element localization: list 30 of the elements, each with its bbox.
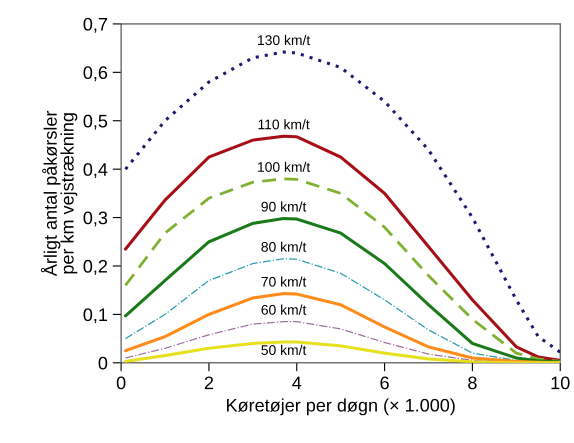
series-label: 50 km/t (261, 344, 306, 355)
y-tick-label: 0,1 (84, 308, 108, 324)
series-label: 80 km/t (261, 242, 306, 252)
y-tick-label: 0,6 (84, 66, 108, 82)
x-tick-label: 8 (468, 376, 477, 390)
y-tick-label: 0 (98, 356, 108, 370)
line-series (124, 292, 560, 363)
y-tick-label: 0,2 (84, 260, 108, 275)
line-series (124, 340, 560, 363)
y-tick-label: 0,5 (84, 114, 108, 130)
x-tick-label: 0 (116, 376, 126, 390)
x-tick-label: 6 (380, 376, 389, 390)
line-series (124, 177, 560, 363)
y-axis-title: Årligt antal påkørsler per km vejstrækning (40, 110, 78, 276)
series-label: 70 km/t (262, 276, 306, 287)
series-label: 100 km/t (258, 162, 310, 172)
x-axis-title: Køretøjer per døgn (× 1.000) (227, 398, 455, 416)
x-tick-label: 4 (292, 376, 302, 390)
series-label: 130 km/t (258, 34, 310, 46)
x-tick-label: 10 (552, 376, 570, 390)
line-series (124, 50, 560, 354)
y-tick-label: 0,4 (84, 163, 108, 178)
series-label: 60 km/t (262, 304, 306, 315)
y-tick-label: 0,3 (84, 212, 108, 226)
y-tick-label: 0,7 (84, 18, 108, 33)
series-label: 90 km/t (261, 201, 306, 212)
line-series (124, 217, 560, 363)
line-series (124, 134, 560, 362)
x-tick-label: 2 (204, 376, 214, 390)
series-label: 110 km/t (258, 119, 310, 130)
